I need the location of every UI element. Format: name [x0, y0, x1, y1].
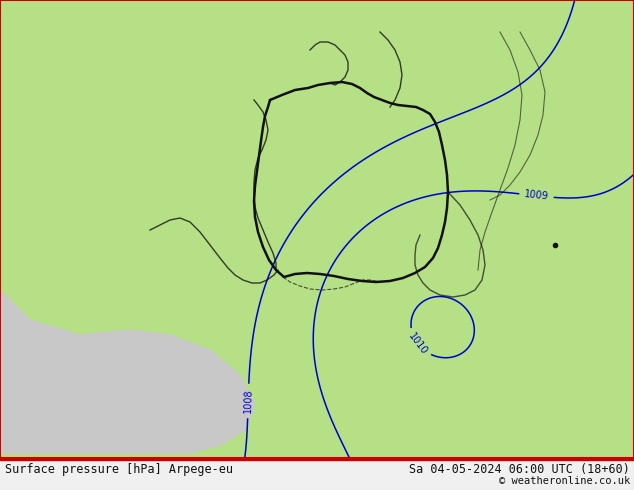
Polygon shape — [0, 0, 255, 453]
Text: Sa 04-05-2024 06:00 UTC (18+60): Sa 04-05-2024 06:00 UTC (18+60) — [409, 463, 630, 475]
Bar — [0, 458, 634, 490]
Text: © weatheronline.co.uk: © weatheronline.co.uk — [499, 476, 630, 486]
Text: 1010: 1010 — [406, 331, 429, 357]
Text: Surface pressure [hPa] Arpege-eu: Surface pressure [hPa] Arpege-eu — [5, 463, 233, 475]
Bar — [0, 458, 634, 460]
Text: 1009: 1009 — [524, 190, 549, 202]
Text: 1008: 1008 — [243, 389, 254, 414]
